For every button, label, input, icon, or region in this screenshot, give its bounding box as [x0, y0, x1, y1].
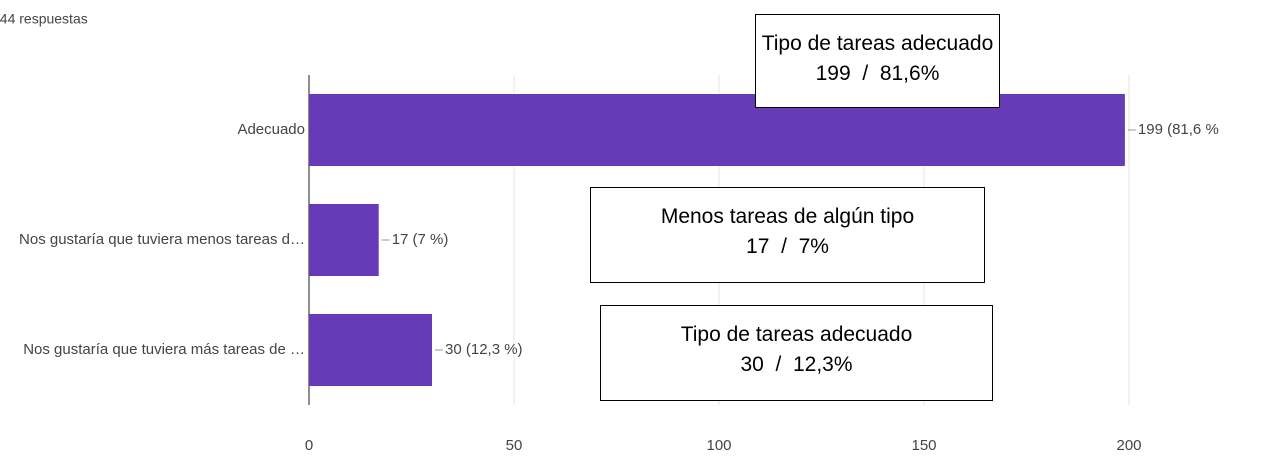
annotation-box: Tipo de tareas adecuado 199 / 81,6% [755, 14, 1000, 108]
x-tick-label: 50 [506, 437, 523, 454]
x-tick-label: 0 [305, 437, 313, 454]
annotation-box: Menos tareas de algún tipo 17 / 7% [590, 187, 985, 283]
annotation-title: Menos tareas de algún tipo [660, 205, 915, 228]
annotation-title: Tipo de tareas adecuado [680, 323, 913, 346]
bar [309, 204, 379, 276]
annotation-text: 30 / 12,3% [740, 353, 853, 376]
x-tick-label: 150 [911, 437, 936, 454]
annotation-text: 17 / 7% [746, 235, 829, 258]
category-label: Adecuado [237, 121, 305, 138]
bar [309, 314, 432, 386]
value-label: 17 (7 %) [392, 231, 449, 248]
category-label: Nos gustaría que tuviera menos tareas d… [19, 231, 305, 248]
bar [309, 94, 1125, 166]
value-label: 30 (12,3 %) [445, 341, 523, 358]
x-tick-label: 200 [1116, 437, 1141, 454]
x-tick-label: 100 [706, 437, 731, 454]
value-label: 199 (81,6 % [1138, 121, 1219, 138]
annotation-box: Tipo de tareas adecuado 30 / 12,3% [600, 305, 993, 401]
annotation-text: 199 / 81,6% [815, 62, 940, 85]
subtitle: 244 respuestas [0, 11, 88, 27]
annotation-title: Tipo de tareas adecuado [761, 32, 994, 55]
category-label: Nos gustaría que tuviera más tareas de … [23, 341, 305, 358]
